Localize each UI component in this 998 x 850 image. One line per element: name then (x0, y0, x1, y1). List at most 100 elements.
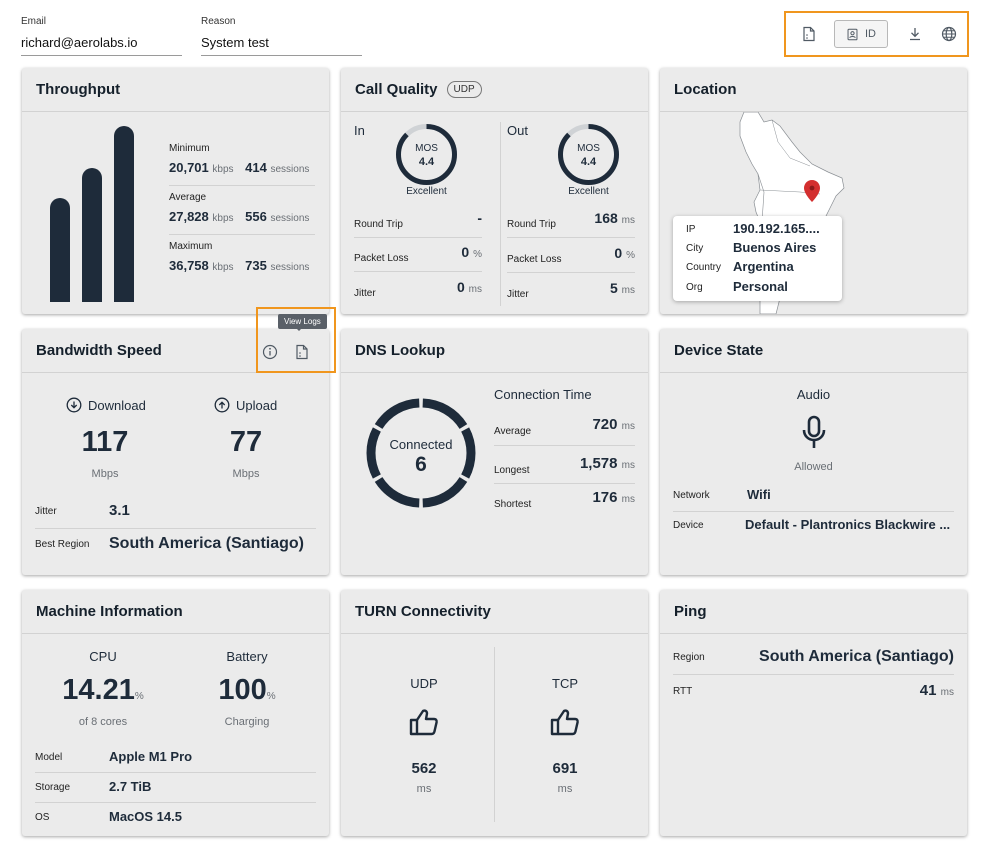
stat-sessions-unit: sessions (270, 213, 310, 224)
email-label: Email (21, 16, 47, 27)
connection-time-title: Connection Time (494, 387, 592, 402)
os-value: MacOS 14.5 (109, 809, 182, 824)
row-label: Packet Loss (354, 253, 409, 264)
info-value-ip: 190.192.165.... (733, 221, 820, 236)
email-field[interactable]: Email richard@aerolabs.io (21, 16, 182, 56)
divider (35, 528, 316, 529)
stat-unit: kbps (212, 213, 234, 224)
highlight-box (256, 307, 336, 373)
tcp-label: TCP (552, 676, 578, 691)
divider (494, 445, 635, 446)
info-label: IP (686, 224, 696, 235)
download-circle-icon (66, 397, 82, 413)
info-value-org: Personal (733, 279, 788, 294)
row-value: - (477, 210, 482, 226)
toolbar: ID (784, 11, 969, 57)
mos-in-gauge (396, 124, 457, 185)
ping-region-label: Region (673, 652, 705, 663)
out-row-packet-loss: Packet Loss 0 % (507, 245, 635, 267)
column-divider (494, 647, 495, 822)
dns-ring-segment (422, 398, 468, 430)
stat-sessions: 414 (245, 160, 267, 175)
device-label: Device (673, 520, 704, 531)
dns-ring-segment (461, 427, 476, 479)
mos-out-rating: Excellent (568, 186, 609, 197)
storage-label: Storage (35, 782, 71, 793)
info-label: Country (686, 262, 722, 273)
dns-ring-segment (422, 476, 468, 508)
bandwidth-card: Bandwidth Speed Download 117 Mbps Upload… (22, 329, 329, 575)
rtt-label: RTT (673, 686, 693, 697)
dns-card: DNS Lookup Connected 6 Connection Time A… (341, 329, 648, 575)
stat-value: 27,828 (169, 209, 209, 224)
upload-heading: Upload (214, 397, 277, 413)
id-button[interactable]: ID (834, 20, 888, 48)
divider (494, 483, 635, 484)
row-value: 5 (609, 280, 618, 296)
cpu-reading: 14.21% (43, 674, 163, 707)
download-label: Download (88, 397, 146, 413)
cpu-sub: of 8 cores (78, 716, 128, 728)
download-button[interactable] (900, 20, 930, 48)
microphone-icon (802, 415, 826, 448)
device-state-card: Device State Audio Allowed Network Wifi … (660, 329, 967, 575)
row-label: Packet Loss (507, 254, 562, 265)
column-divider (500, 122, 501, 306)
call-quality-card: Call Quality UDP In MOS 4.4 Excellent Ro… (341, 68, 648, 314)
stat-sessions: 556 (245, 209, 267, 224)
throughput-bar (50, 198, 70, 302)
throughput-bar (114, 126, 134, 302)
dns-row-longest: Longest 1,578 ms (494, 455, 635, 478)
divider (507, 237, 635, 238)
device-value: Default - Plantronics Blackwire ... (745, 517, 951, 532)
tcp-value: 691 (552, 760, 578, 777)
logs-icon (803, 26, 815, 42)
row-value: 720 (592, 416, 618, 433)
row-unit: ms (621, 494, 635, 505)
stat-sessions-unit: sessions (270, 262, 310, 273)
stat-value: 36,758 (169, 258, 209, 273)
card-title: TURN Connectivity (341, 590, 648, 634)
protocol-badge: UDP (446, 81, 482, 98)
battery-value: 100 (218, 674, 267, 706)
globe-button[interactable] (934, 20, 964, 48)
reason-value[interactable]: System test (201, 27, 362, 56)
reason-label: Reason (201, 16, 236, 27)
id-label: ID (865, 28, 876, 40)
cpu-unit: % (134, 691, 144, 702)
logs-button[interactable] (794, 20, 824, 48)
row-unit: % (626, 250, 635, 261)
stat-sessions: 735 (245, 258, 267, 273)
row-value: 176 (592, 489, 618, 506)
out-label: Out (507, 123, 528, 138)
storage-value: 2.7 TiB (109, 779, 152, 794)
out-row-jitter: Jitter 5 ms (507, 280, 635, 302)
out-row-round-trip: Round Trip 168 ms (507, 210, 635, 232)
info-icon[interactable] (262, 344, 278, 360)
divider (354, 237, 482, 238)
reason-field[interactable]: Reason System test (201, 16, 362, 56)
throughput-stat-avg: Average 27,828 kbps 556 sessions (169, 192, 315, 224)
row-label: Longest (494, 465, 530, 476)
card-title: Ping (660, 590, 967, 634)
audio-status: Allowed (794, 461, 833, 473)
mos-out-gauge (558, 124, 619, 185)
map-pin-icon[interactable] (804, 180, 820, 202)
stat-label: Maximum (169, 241, 213, 252)
card-title: Bandwidth Speed (22, 329, 329, 373)
battery-label: Battery (226, 649, 268, 664)
row-label: Round Trip (507, 219, 556, 230)
stat-value: 20,701 (169, 160, 209, 175)
throughput-card: Throughput Minimum 20,701 kbps 414 sessi… (22, 68, 329, 314)
ping-region-value: South America (Santiago) (759, 648, 954, 665)
stat-label: Minimum (169, 143, 210, 154)
info-label: City (686, 243, 704, 254)
stat-unit: kbps (212, 262, 234, 273)
logs-icon[interactable] (294, 344, 310, 360)
rtt-value: 41 (919, 682, 937, 699)
ping-card: Ping Region South America (Santiago) RTT… (660, 590, 967, 836)
jitter-label: Jitter (35, 506, 57, 517)
card-title: Device State (660, 329, 967, 373)
divider (169, 185, 315, 186)
email-value[interactable]: richard@aerolabs.io (21, 27, 182, 56)
